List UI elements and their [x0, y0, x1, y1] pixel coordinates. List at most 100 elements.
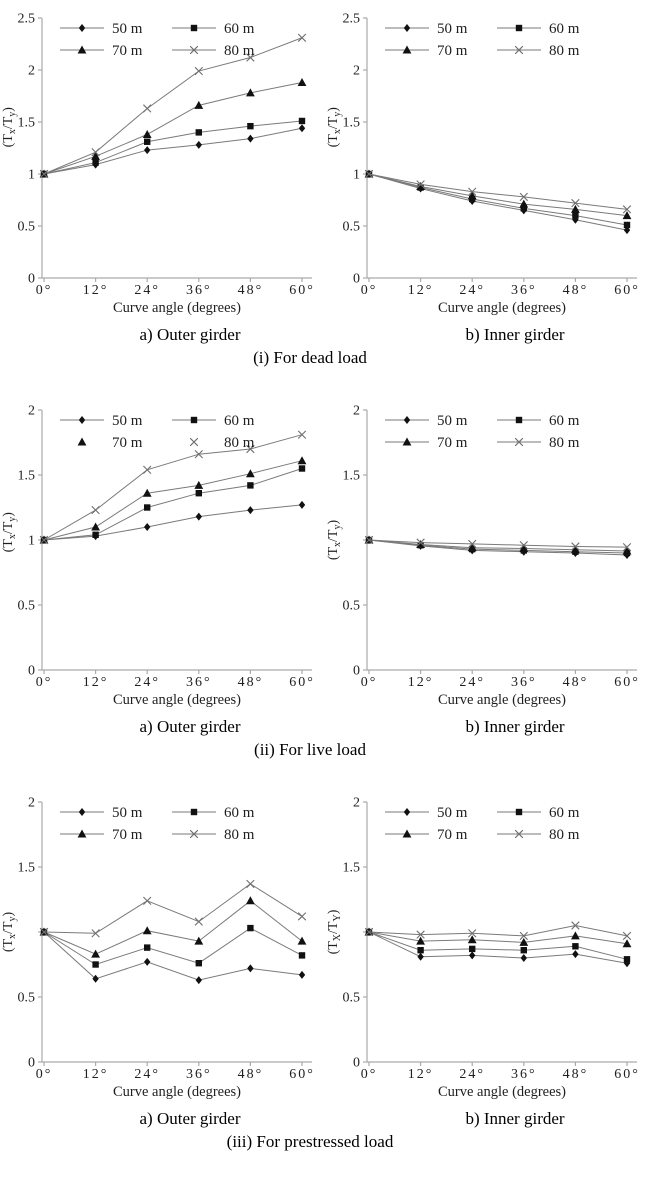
- triangle-marker: [246, 469, 255, 478]
- y-tick-label: 2.5: [343, 12, 361, 27]
- series-line: [43, 81, 303, 175]
- x-tick-label: 60°: [614, 283, 640, 298]
- x-tick-label: 0°: [361, 283, 378, 298]
- x-marker: [246, 53, 255, 62]
- legend-entry-60m: 60 m: [497, 21, 580, 37]
- x-marker: [189, 829, 199, 839]
- x-marker: [91, 505, 100, 515]
- series-line: [43, 504, 303, 541]
- x-tick-label: 12°: [408, 675, 434, 690]
- diamond-marker: [195, 512, 202, 521]
- series-80m: [364, 169, 632, 214]
- x-marker: [194, 450, 203, 459]
- legend-entry-50m: 50 m: [385, 21, 468, 37]
- legend-label: 60 m: [549, 21, 580, 37]
- series-70m: [39, 77, 307, 178]
- series-line: [368, 173, 628, 231]
- x-tick-label: 24°: [459, 283, 485, 298]
- triangle-marker: [142, 926, 152, 935]
- x-tick-label: 48°: [238, 675, 264, 690]
- x-tick-label: 12°: [83, 675, 109, 690]
- legend-label: 80 m: [224, 43, 255, 59]
- square-marker: [247, 924, 254, 932]
- legend-entry-60m: 60 m: [172, 805, 255, 821]
- square-marker: [520, 205, 527, 212]
- diamond-marker: [469, 951, 476, 960]
- x-ticks: 0° 12° 24° 36° 48° 60°: [361, 1062, 638, 1082]
- y-axis-title: (Tx/Ty): [1, 912, 18, 953]
- triangle-marker: [571, 545, 580, 554]
- triangle-marker: [194, 100, 204, 109]
- legend-entry-70m: 70 m: [385, 43, 468, 59]
- legend: 50 m 60 m 70 m 80 m: [385, 805, 580, 843]
- triangle-marker: [416, 181, 425, 190]
- y-tick-label: 2: [28, 404, 35, 419]
- series-line: [43, 460, 303, 541]
- y-tick-label: 0.5: [18, 599, 36, 614]
- x-marker: [143, 896, 152, 905]
- y-tick-label: 1.5: [343, 116, 361, 131]
- triangle-marker: [416, 936, 425, 945]
- series-50m: [40, 124, 306, 178]
- triangle-marker: [622, 211, 632, 220]
- legend: 50 m 60 m 70 m 80 m: [60, 805, 255, 843]
- chart-panel-prestressed-outer: 0 0.5 1.5 2 0° 12° 24° 36° 48° 60° Curve angle (de…: [0, 786, 325, 1130]
- x-tick-label: 36°: [511, 1067, 537, 1082]
- diamond-marker: [78, 416, 86, 424]
- y-tick-label: 1.5: [18, 469, 36, 484]
- y-tick-label: 0: [28, 664, 35, 679]
- legend-label: 60 m: [224, 21, 255, 37]
- series-line: [368, 173, 628, 217]
- diamond-marker: [623, 226, 631, 235]
- chart-panel-dead-inner: 0 0.5 1 1.5 2 2.5 0° 12° 24° 36° 48° 60° Curve angle…: [325, 2, 650, 346]
- legend-label: 80 m: [549, 827, 580, 843]
- y-axis-title: (TX/TY): [326, 909, 343, 954]
- x-tick-label: 0°: [36, 675, 53, 690]
- series-70m: [39, 896, 307, 958]
- x-marker: [622, 542, 632, 552]
- square-marker: [247, 122, 254, 130]
- x-tick-label: 36°: [186, 675, 212, 690]
- x-tick-label: 24°: [459, 1067, 485, 1082]
- triangle-marker: [142, 488, 152, 497]
- x-marker: [297, 33, 307, 42]
- x-axis-title: Curve angle (degrees): [438, 692, 566, 708]
- triangle-marker: [467, 543, 477, 552]
- row-dead-load: 0 0.5 1 1.5 2 2.5 0° 12° 24° 36° 48° 60° Curve angle…: [0, 2, 650, 370]
- square-marker: [247, 482, 254, 489]
- legend-entry-50m: 50 m: [385, 805, 468, 821]
- square-marker: [572, 212, 579, 219]
- diamond-marker: [298, 500, 306, 509]
- x-marker: [364, 169, 374, 179]
- x-axis-title: Curve angle (degrees): [113, 300, 241, 316]
- y-ticks: 0 0.5 1 1.5 2: [18, 404, 42, 679]
- x-tick-label: 24°: [459, 675, 485, 690]
- triangle-marker: [622, 546, 632, 555]
- triangle-marker: [91, 949, 100, 958]
- y-tick-label: 2: [28, 64, 35, 79]
- series-line: [368, 539, 628, 554]
- x-marker: [364, 535, 374, 545]
- x-marker: [194, 66, 203, 76]
- square-marker: [469, 945, 476, 953]
- chart-panel-live-inner: 0 0.5 1.5 2 0° 12° 24° 36° 48° 60° Curve angle (de…: [325, 394, 650, 738]
- series-line: [368, 931, 628, 945]
- series-line: [368, 173, 628, 210]
- diamond-marker: [417, 952, 424, 961]
- legend-label: 50 m: [437, 805, 468, 821]
- x-ticks: 0° 12° 24° 36° 48° 60°: [361, 670, 640, 690]
- legend-entry-50m: 50 m: [60, 21, 143, 37]
- diamond-marker: [144, 523, 151, 531]
- x-marker: [571, 198, 580, 208]
- legend-label: 70 m: [112, 43, 143, 59]
- x-tick-label: 60°: [614, 675, 640, 690]
- triangle-marker: [246, 896, 255, 905]
- x-tick-label: 36°: [511, 283, 537, 298]
- triangle-marker: [467, 191, 477, 200]
- triangle-marker: [194, 936, 204, 945]
- y-tick-label: 1.5: [18, 861, 36, 876]
- triangle-marker: [297, 936, 307, 945]
- y-ticks: 0 0.5 1.5 2: [343, 404, 367, 679]
- row-caption-live-load: (ii) For live load: [254, 740, 366, 759]
